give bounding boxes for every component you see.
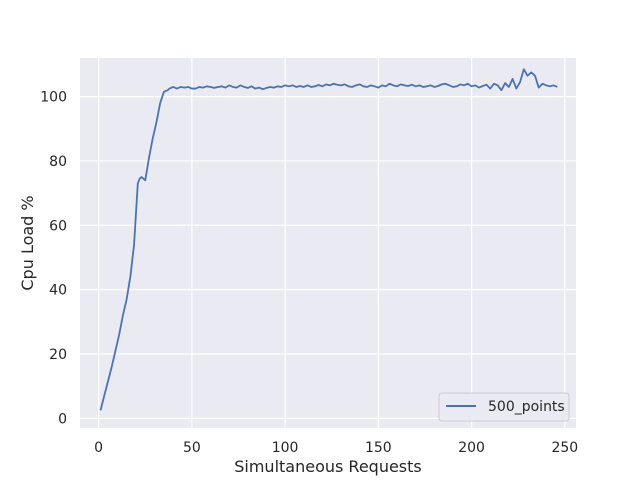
y-tick-label: 40	[49, 283, 67, 299]
x-tick-label: 0	[94, 440, 103, 456]
series-lines	[99, 68, 558, 411]
plot-area	[80, 58, 576, 428]
legend-box	[438, 392, 570, 422]
tick-labels: 0 50 100 150 200 250 0 20 40 60 80 100	[40, 90, 578, 456]
x-axis-label: Simultaneous Requests	[234, 457, 422, 476]
series-line-500-points	[99, 68, 558, 411]
y-tick-label: 100	[40, 90, 67, 106]
legend-label-500-points: 500_points	[488, 399, 565, 415]
y-tick-label: 80	[49, 154, 67, 170]
legend: 500_points	[438, 392, 570, 422]
y-tick-label: 20	[49, 347, 67, 363]
x-tick-label: 150	[365, 440, 392, 456]
y-tick-label: 60	[49, 218, 67, 234]
x-tick-label: 100	[272, 440, 299, 456]
x-tick-label: 50	[183, 440, 201, 456]
y-axis-label: Cpu Load %	[18, 195, 37, 290]
x-tick-label: 250	[551, 440, 578, 456]
x-tick-label: 200	[458, 440, 485, 456]
y-tick-label: 0	[58, 411, 67, 427]
